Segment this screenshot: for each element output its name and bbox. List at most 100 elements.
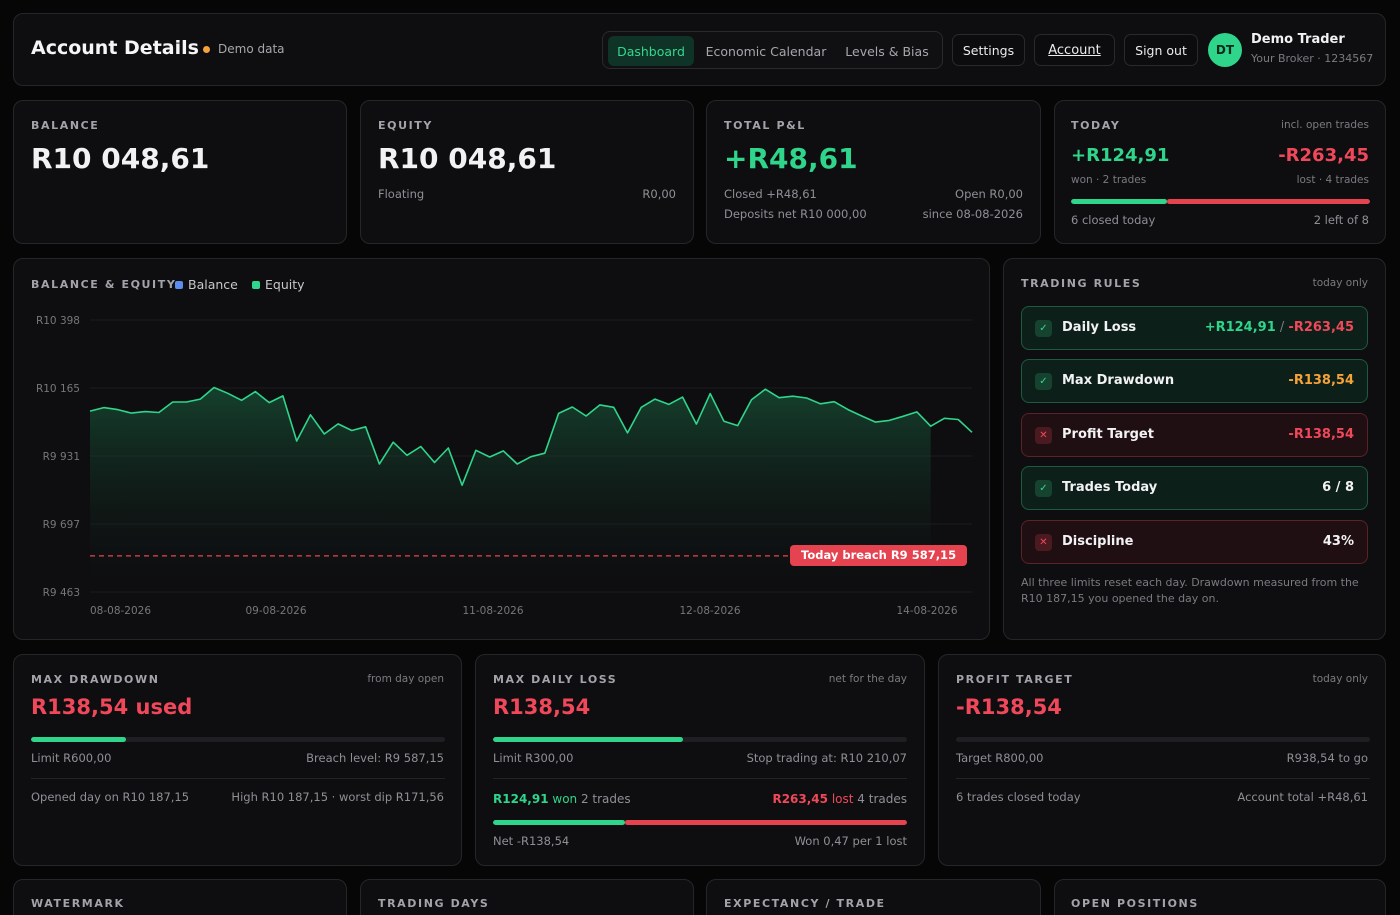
today-note: incl. open trades (1281, 119, 1369, 131)
mdl-lost: R263,45 lost 4 trades (772, 792, 907, 806)
mdl-lost-trades: 4 trades (857, 792, 907, 806)
rule-discipline[interactable]: ✕ Discipline 43% (1021, 520, 1368, 564)
mdd-high: High R10 187,15 · worst dip R171,56 (231, 790, 444, 804)
balance-value: R10 048,61 (31, 142, 210, 175)
mdl-won-word: won (552, 792, 578, 806)
pt-divider (956, 778, 1370, 779)
mdd-progress (31, 737, 445, 742)
expectancy-label: Expectancy / Trade (724, 897, 886, 910)
rule-value: 6 / 8 (1322, 480, 1354, 495)
y-tick-label: R9 697 (43, 519, 80, 531)
pt-value: -R138,54 (956, 695, 1062, 719)
legend-equity-swatch (252, 281, 260, 289)
rule-value: -R138,54 (1288, 373, 1354, 388)
rule-name: Daily Loss (1062, 320, 1137, 335)
pnl-label: Total P&L (724, 119, 806, 132)
pt-target: Target R800,00 (956, 751, 1044, 765)
rules-title: Trading Rules (1021, 277, 1142, 290)
rule-name: Trades Today (1062, 480, 1158, 495)
header-bar: Account Details Demo data Dashboard Econ… (13, 13, 1386, 86)
check-icon: ✓ (1035, 480, 1052, 497)
mdl-won-amount: R124,91 (493, 792, 549, 806)
mdl-won: R124,91 won 2 trades (493, 792, 631, 806)
page-title: Account Details (31, 37, 199, 59)
balance-equity-chart: R10 398 R10 165 R9 931 R9 697 R9 463 08-08-20… (36, 315, 973, 617)
equity-label: Equity (378, 119, 433, 132)
today-card: Today incl. open trades +R124,91 -R263,4… (1054, 100, 1386, 244)
mdl-net: Net -R138,54 (493, 834, 570, 848)
rules-note: today only (1312, 277, 1368, 289)
daily-loss-lost: -R263,45 (1288, 320, 1354, 335)
mdl-limit: Limit R300,00 (493, 751, 574, 765)
mdd-note: from day open (367, 673, 444, 685)
trading-days-card: Trading Days (360, 879, 694, 915)
today-won-fill (1071, 199, 1167, 204)
max-daily-loss-card: Max Daily Loss net for the day R138,54 L… (475, 654, 925, 866)
trading-days-label: Trading Days (378, 897, 490, 910)
watermark-label: Watermark (31, 897, 125, 910)
rule-profit-target[interactable]: ✕ Profit Target -R138,54 (1021, 413, 1368, 457)
watermark-card: Watermark (13, 879, 347, 915)
check-icon: ✓ (1035, 320, 1052, 337)
pnl-deposits: Deposits net R10 000,00 (724, 207, 867, 221)
profit-target-card: Profit Target today only -R138,54 Target… (938, 654, 1386, 866)
user-broker: Your Broker · 1234567 (1251, 52, 1374, 65)
open-positions-card: Open Positions (1054, 879, 1386, 915)
account-button[interactable]: Account (1034, 34, 1115, 66)
breach-tag: Today breach R9 587,15 (790, 544, 968, 566)
chart-card: BALANCE & EQUITY Balance Equity R10 398 R… (13, 258, 990, 640)
settings-button[interactable]: Settings (952, 34, 1025, 66)
pnl-card: Total P&L +R48,61 Closed +R48,61 Open R0… (706, 100, 1041, 244)
today-won-sub: won · 2 trades (1071, 174, 1147, 186)
mdl-lost-amount: R263,45 (772, 792, 828, 806)
mdd-limit: Limit R600,00 (31, 751, 112, 765)
mdl-lost-fill (625, 820, 907, 825)
rule-daily-loss[interactable]: ✓ Daily Loss +R124,91 / -R263,45 (1021, 306, 1368, 350)
cross-icon: ✕ (1035, 534, 1052, 551)
legend-balance: Balance (188, 277, 238, 292)
rule-value: +R124,91 / -R263,45 (1205, 320, 1354, 335)
today-label: Today (1071, 119, 1121, 132)
pt-label: Profit Target (956, 673, 1074, 686)
equity-line (89, 386, 973, 486)
x-tick-label: 09-08-2026 (245, 605, 306, 617)
pt-note: today only (1312, 673, 1368, 685)
mdl-lost-word: lost (831, 792, 854, 806)
mdd-opened: Opened day on R10 187,15 (31, 790, 190, 804)
y-tick-label: R9 463 (43, 587, 80, 599)
mdl-value: R138,54 (493, 695, 591, 719)
today-won: +R124,91 (1071, 145, 1170, 166)
floating-value: R0,00 (642, 187, 676, 201)
mdl-note: net for the day (828, 673, 907, 685)
sign-out-button[interactable]: Sign out (1124, 34, 1198, 66)
rule-trades-today[interactable]: ✓ Trades Today 6 / 8 (1021, 466, 1368, 510)
mdl-progress (493, 737, 907, 742)
check-icon: ✓ (1035, 373, 1052, 390)
x-tick-label: 08-08-2026 (90, 605, 151, 617)
max-drawdown-card: Max Drawdown from day open R138,54 used … (13, 654, 462, 866)
tab-dashboard[interactable]: Dashboard (608, 36, 694, 66)
mdl-ratio: Won 0,47 per 1 lost (794, 834, 907, 848)
pt-togo: R938,54 to go (1286, 751, 1368, 765)
rule-max-drawdown[interactable]: ✓ Max Drawdown -R138,54 (1021, 359, 1368, 403)
avatar[interactable]: DT (1208, 33, 1242, 67)
rules-footnote-1: All three limits reset each day. Drawdow… (1021, 576, 1359, 589)
mdl-divider (493, 778, 907, 779)
pnl-value: +R48,61 (724, 142, 858, 175)
demo-label: Demo data (218, 42, 285, 56)
mdl-label: Max Daily Loss (493, 673, 618, 686)
rules-footnote-2: R10 187,15 you opened the day on. (1021, 592, 1220, 605)
daily-loss-won: +R124,91 (1204, 320, 1276, 335)
today-lost: -R263,45 (1278, 145, 1369, 166)
pnl-open: Open R0,00 (955, 187, 1023, 201)
mdd-breach: Breach level: R9 587,15 (306, 751, 444, 765)
rule-name: Discipline (1062, 534, 1134, 549)
mdl-split-bar (493, 820, 907, 825)
rule-name: Profit Target (1062, 427, 1154, 442)
y-tick-label: R10 165 (36, 383, 80, 395)
balance-label: Balance (31, 119, 100, 132)
mdd-label: Max Drawdown (31, 673, 160, 686)
today-closed: 6 closed today (1071, 213, 1156, 227)
tab-levels-bias[interactable]: Levels & Bias (845, 43, 929, 59)
tab-economic-calendar[interactable]: Economic Calendar (705, 43, 827, 59)
